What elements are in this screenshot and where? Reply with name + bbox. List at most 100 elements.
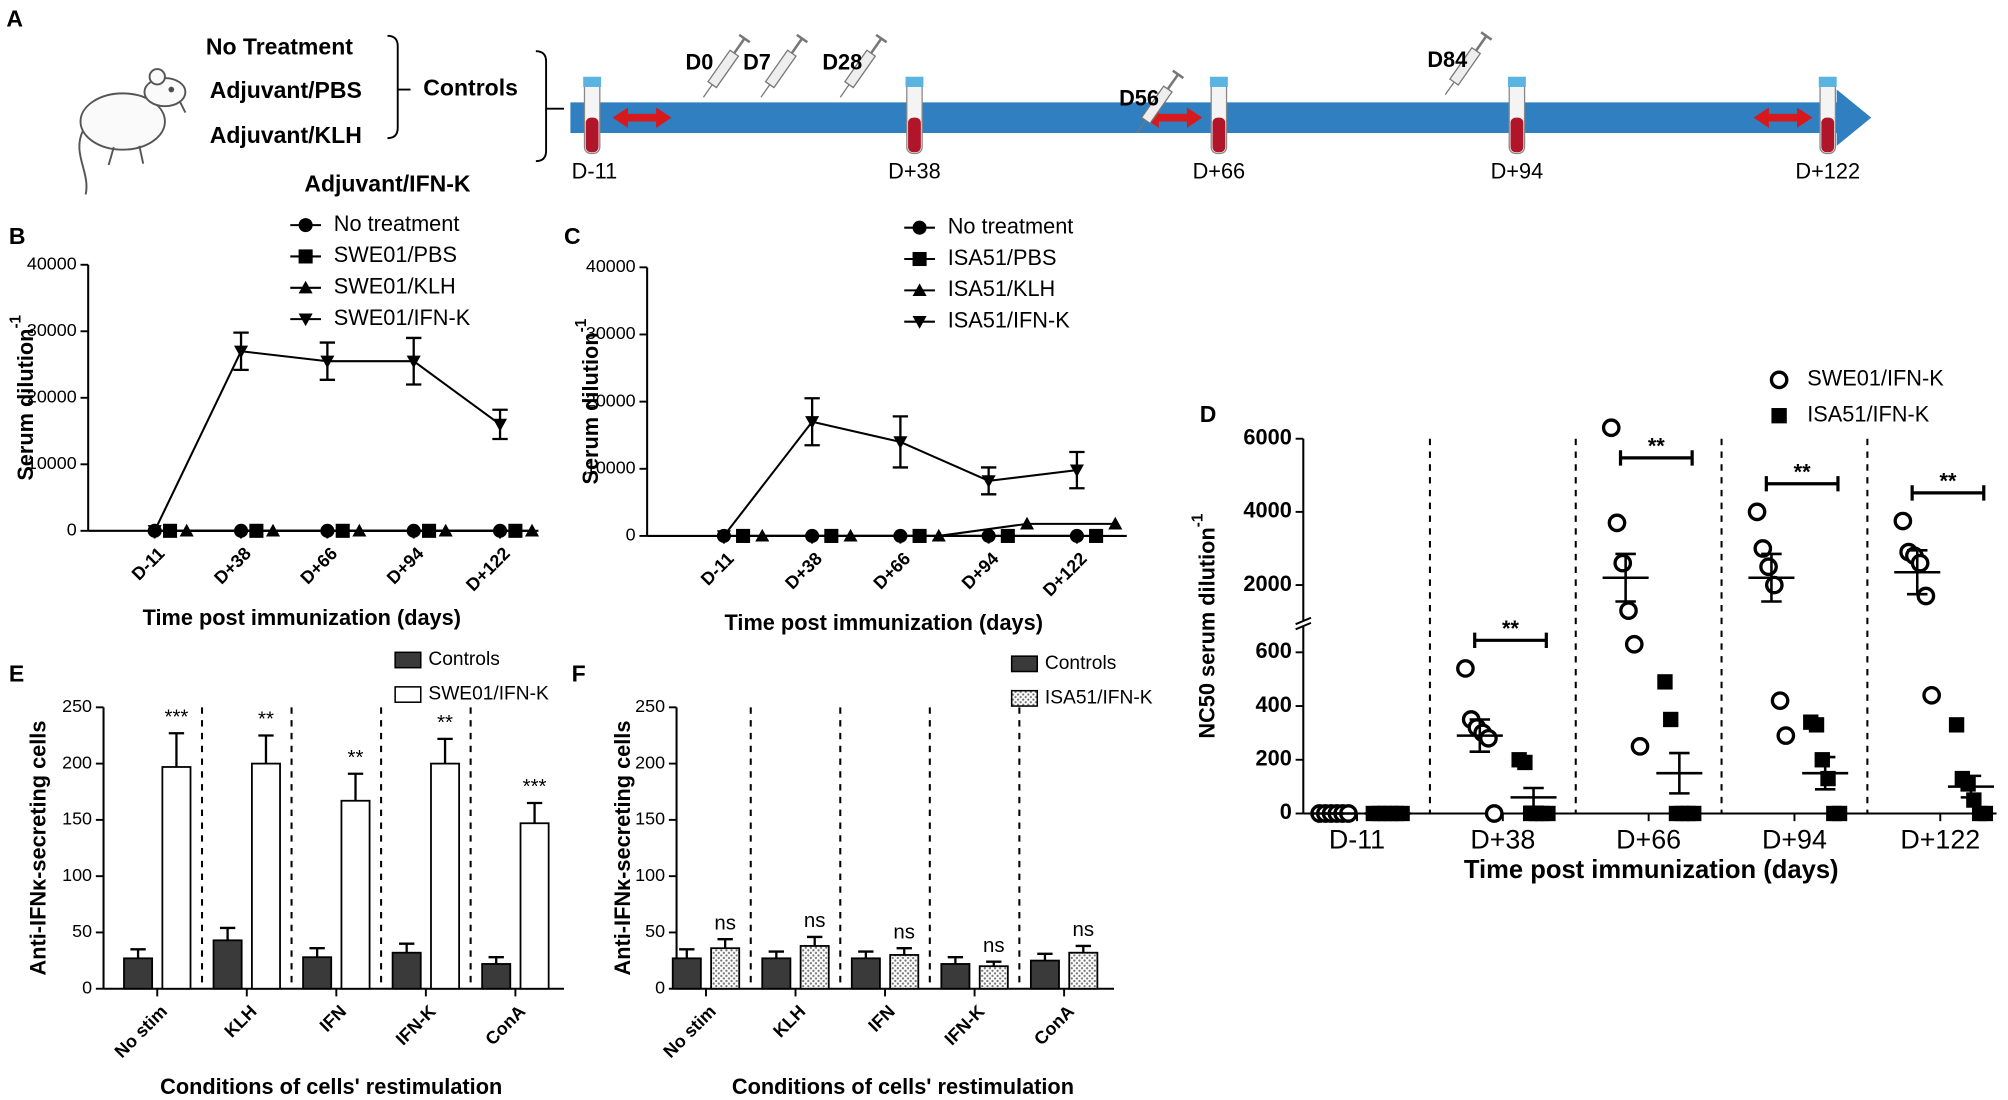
injection-label: D28 <box>822 50 862 75</box>
significance-label: ** <box>348 746 364 769</box>
y-tick-label: 250 <box>62 696 92 716</box>
error-bar <box>1523 786 1544 809</box>
significance-label: ** <box>1502 616 1519 641</box>
x-tick-label: ConA <box>1030 1001 1078 1049</box>
injection-label: D84 <box>1427 47 1467 72</box>
x-axis-title: Conditions of cells' restimulation <box>160 1074 502 1099</box>
needle <box>1136 120 1147 134</box>
x-tick-label: IFN <box>316 1001 351 1036</box>
marker <box>352 523 367 537</box>
x-axis-title: Conditions of cells' restimulation <box>732 1074 1074 1099</box>
y-tick-label: 150 <box>62 809 92 829</box>
error-bar <box>717 938 733 949</box>
marker <box>755 528 770 542</box>
x-axis-title: Time post immunization (days) <box>1464 856 1839 884</box>
y-axis-title: Anti-IFNκ-secreting cells <box>610 721 635 976</box>
syringe <box>702 33 751 98</box>
legend-label: ISA51/KLH <box>948 276 1056 301</box>
significance-label: ** <box>1794 459 1811 484</box>
marker <box>1764 575 1784 595</box>
needle <box>702 84 713 98</box>
y-tick-label: 150 <box>635 809 665 829</box>
marker <box>1000 528 1015 543</box>
marker <box>1776 726 1796 745</box>
error-bar <box>1960 774 1982 799</box>
tube-blood <box>1510 117 1524 153</box>
brackets <box>387 34 565 163</box>
x-tick-label: D+38 <box>1470 825 1535 855</box>
marker <box>1808 717 1825 733</box>
y-tick-label: 10000 <box>27 453 77 473</box>
handle <box>796 33 809 44</box>
y-tick-label: 10000 <box>586 458 636 478</box>
marker <box>1960 776 1976 792</box>
tube-cap <box>905 76 924 87</box>
plunger <box>790 37 804 54</box>
x-tick-label: D+122 <box>1039 548 1091 600</box>
y-axis-title-text: Anti-IFNκ-secreting cells <box>25 721 50 976</box>
bar <box>1029 959 1060 990</box>
y-tick-label: 20000 <box>27 387 77 407</box>
legend-label: No treatment <box>948 213 1074 238</box>
x-tick-label: D+66 <box>869 548 914 593</box>
x-tick-label: D+66 <box>1616 825 1681 855</box>
y-tick-label: 0 <box>1280 799 1292 824</box>
bar <box>671 957 702 990</box>
x-tick-label: IFN <box>864 1001 899 1036</box>
y-tick-label: 100 <box>635 865 665 885</box>
x-tick-label: KLH <box>769 1001 809 1041</box>
marker <box>736 528 751 543</box>
marker <box>716 530 731 543</box>
bar <box>799 945 830 990</box>
y-axis-title: NC50 serum dilution-1 <box>1189 513 1219 738</box>
y-tick-label: 40000 <box>586 256 636 276</box>
y-tick-label: 0 <box>82 977 92 997</box>
y-tick-label: 30000 <box>586 323 636 343</box>
bar <box>761 957 792 990</box>
y-tick-label: 50 <box>72 921 92 941</box>
marker <box>1910 553 1930 573</box>
bar <box>123 957 154 990</box>
marker <box>805 416 820 429</box>
marker <box>1948 717 1965 733</box>
tube-cap <box>583 76 602 87</box>
needle <box>839 84 850 98</box>
marker <box>1630 737 1650 756</box>
legend-label: ISA51/IFN-K <box>1045 687 1153 708</box>
needle <box>760 84 771 98</box>
group-label: Adjuvant/PBS <box>210 77 362 103</box>
x-axis-title: Time post immunization (days) <box>725 610 1043 635</box>
significance-bracket <box>1910 485 1986 501</box>
y-axis-title-text: Anti-IFNκ-secreting cells <box>610 721 635 976</box>
error-bar <box>947 956 964 964</box>
significance-bracket <box>1473 632 1548 648</box>
marker <box>179 523 194 537</box>
marker <box>843 528 858 542</box>
y-tick-label: 200 <box>635 752 665 772</box>
bar <box>302 956 333 990</box>
marker <box>320 355 335 369</box>
x-tick-label: D+94 <box>958 548 1003 593</box>
error-bar <box>1669 751 1690 795</box>
bleed-label: D+66 <box>1193 158 1246 183</box>
error-bar <box>219 926 236 941</box>
controls-label: Controls <box>423 75 518 101</box>
panel-letter: E <box>9 660 24 686</box>
x-tick-label: D+122 <box>462 543 514 595</box>
y-tick-label: 200 <box>62 752 92 772</box>
y-axis-title: Anti-IFNκ-secreting cells <box>25 721 50 976</box>
x-tick-label: D+38 <box>781 548 826 593</box>
x-tick-label: D-11 <box>697 548 738 589</box>
y-axis-title-text: NC50 serum dilution <box>1194 527 1219 738</box>
y-tick-label: 6000 <box>1243 424 1291 449</box>
legend-label: SWE01/IFN-K <box>428 684 549 705</box>
significance-label: ** <box>437 711 453 734</box>
significance-label: ns <box>804 909 826 932</box>
error-bar <box>1761 552 1782 603</box>
x-tick-label: D+94 <box>383 543 428 588</box>
marker <box>1069 464 1084 478</box>
x-tick-label: D+66 <box>296 543 341 588</box>
marker <box>1922 685 1941 705</box>
panel-letter: B <box>9 223 26 249</box>
marker <box>1607 513 1627 533</box>
